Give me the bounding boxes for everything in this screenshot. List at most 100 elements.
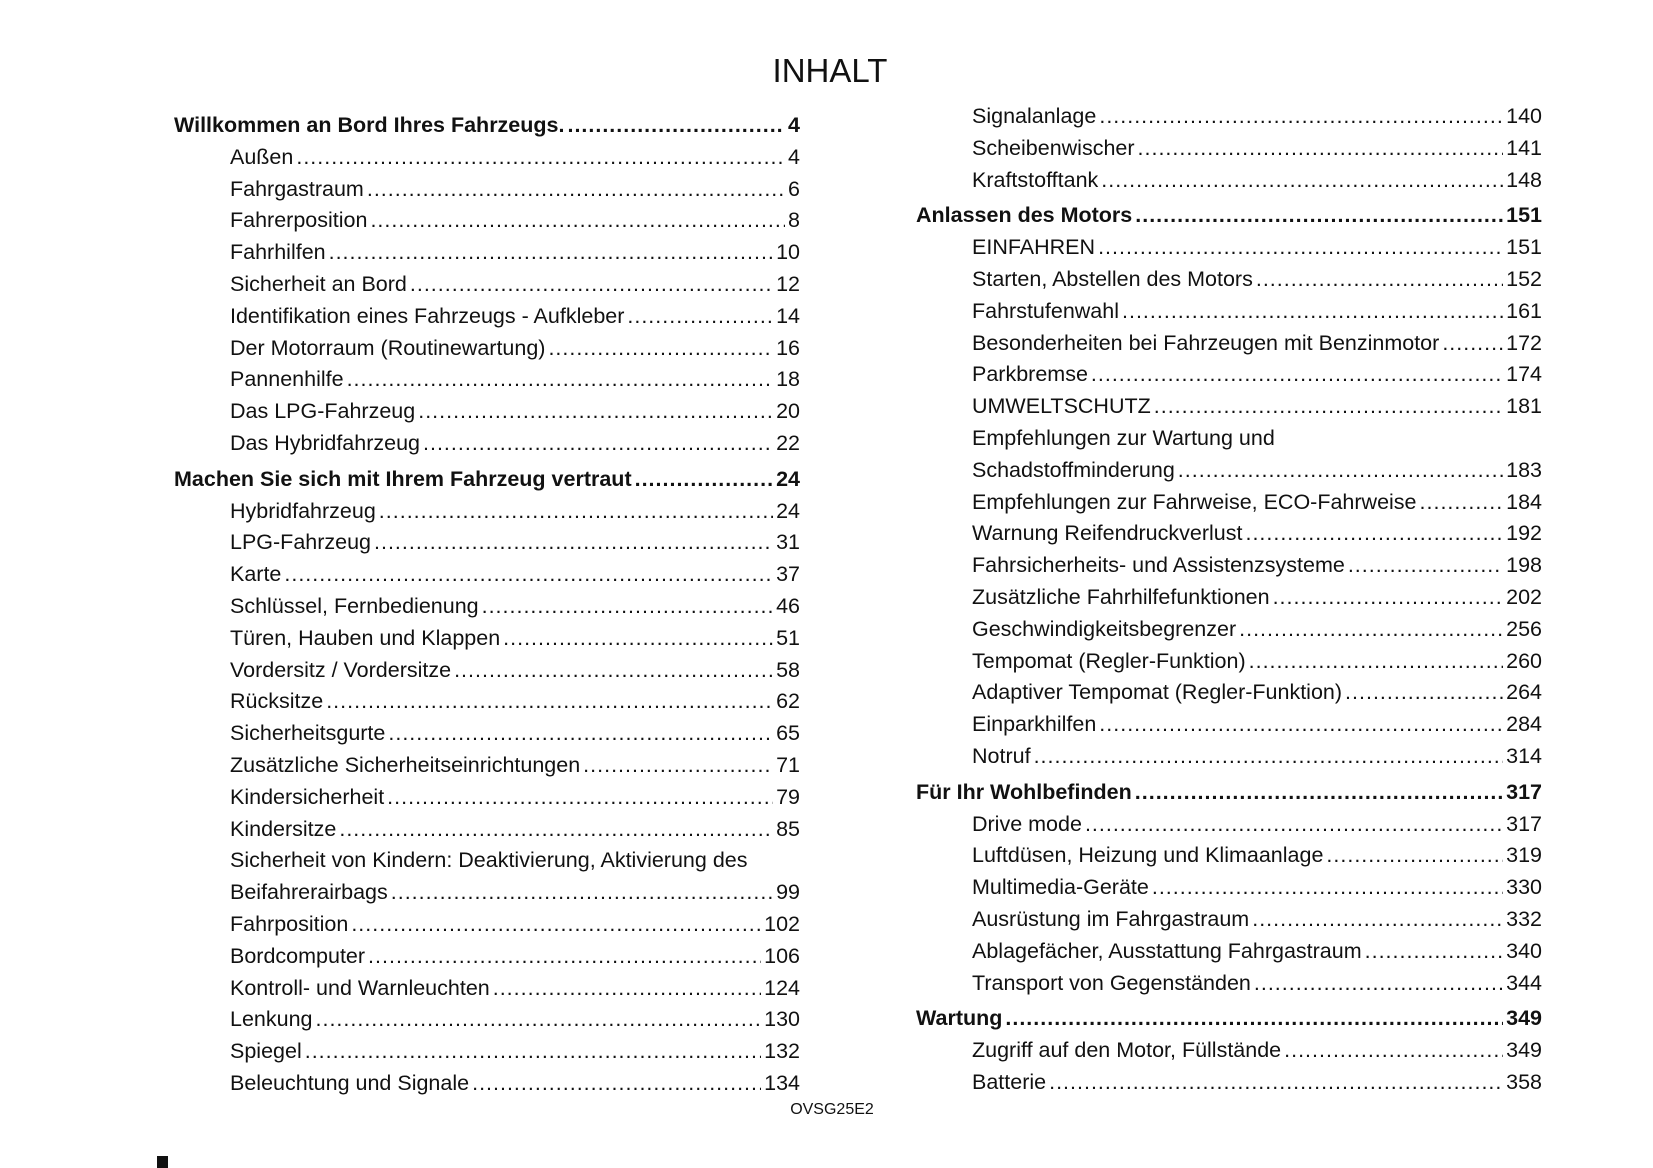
- page-number: 319: [1506, 843, 1542, 868]
- toc-section-entry[interactable]: Identifikation eines Fahrzeugs - Aufkleb…: [174, 301, 800, 333]
- toc-chapter-entry[interactable]: Wartung 349: [916, 1003, 1542, 1035]
- dot-leader: [326, 686, 773, 718]
- toc-section-entry[interactable]: Transport von Gegenständen 344: [916, 968, 1542, 1000]
- document-code: OVSG25E2: [790, 1101, 874, 1118]
- toc-section-entry[interactable]: Batterie 358: [916, 1067, 1542, 1099]
- dot-leader: [1365, 936, 1504, 968]
- toc-section-entry[interactable]: Multimedia-Geräte 330: [916, 872, 1542, 904]
- toc-section-entry[interactable]: Beifahrerairbags 99: [174, 877, 800, 909]
- toc-chapter-entry[interactable]: Für Ihr Wohlbefinden 317: [916, 777, 1542, 809]
- dot-leader: [1034, 741, 1504, 773]
- toc-section-entry[interactable]: Vordersitz / Vordersitze 58: [174, 655, 800, 687]
- entry-title: Schlüssel, Fernbedienung: [230, 593, 479, 618]
- entry-title: Außen: [230, 144, 294, 169]
- toc-section-entry[interactable]: Ausrüstung im Fahrgastraum 332: [916, 904, 1542, 936]
- toc-section-entry[interactable]: Drive mode 317: [916, 809, 1542, 841]
- dot-leader: [454, 655, 773, 687]
- dot-leader: [1178, 455, 1503, 487]
- toc-section-entry[interactable]: Scheibenwischer 141: [916, 133, 1542, 165]
- entry-title: Starten, Abstellen des Motors: [972, 266, 1253, 291]
- dot-leader: [1154, 391, 1503, 423]
- toc-section-entry[interactable]: Das LPG-Fahrzeug 20: [174, 396, 800, 428]
- toc-section-entry[interactable]: Fahrerposition 8: [174, 205, 800, 237]
- toc-section-entry[interactable]: Warnung Reifendruckverlust 192: [916, 518, 1542, 550]
- toc-section-entry[interactable]: Außen 4: [174, 142, 800, 174]
- toc-section-entry[interactable]: Geschwindigkeitsbegrenzer 256: [916, 614, 1542, 646]
- dot-leader: [1099, 709, 1503, 741]
- toc-section-entry[interactable]: Kindersicherheit 79: [174, 782, 800, 814]
- entry-title-continuation: Beifahrerairbags: [230, 880, 388, 905]
- toc-section-entry[interactable]: Notruf 314: [916, 741, 1542, 773]
- toc-section-entry[interactable]: Starten, Abstellen des Motors 152: [916, 264, 1542, 296]
- page-number: 4: [788, 144, 800, 169]
- page-number: 198: [1506, 553, 1542, 578]
- toc-section-entry[interactable]: EINFAHREN 151: [916, 232, 1542, 264]
- toc-section-entry[interactable]: Adaptiver Tempomat (Regler-Funktion) 264: [916, 677, 1542, 709]
- toc-section-entry[interactable]: Kraftstofftank 148: [916, 165, 1542, 197]
- toc-section-entry[interactable]: Tempomat (Regler-Funktion) 260: [916, 646, 1542, 678]
- toc-section-entry[interactable]: Pannenhilfe 18: [174, 364, 800, 396]
- toc-section-entry[interactable]: Karte 37: [174, 559, 800, 591]
- toc-section-entry[interactable]: Spiegel 132: [174, 1036, 800, 1068]
- dot-leader: [1135, 777, 1503, 809]
- toc-section-entry[interactable]: Sicherheitsgurte 65: [174, 718, 800, 750]
- dot-leader: [1245, 518, 1503, 550]
- page-number: 46: [776, 593, 800, 618]
- toc-section-entry[interactable]: UMWELTSCHUTZ 181: [916, 391, 1542, 423]
- toc-section-entry[interactable]: Bordcomputer 106: [174, 941, 800, 973]
- entry-title: Lenkung: [230, 1007, 313, 1032]
- toc-section-entry[interactable]: Fahrsicherheits- und Assistenzsysteme 198: [916, 550, 1542, 582]
- toc-section-entry[interactable]: Kontroll- und Warnleuchten 124: [174, 973, 800, 1005]
- toc-section-entry[interactable]: Schadstoffminderung 183: [916, 455, 1542, 487]
- toc-section-entry[interactable]: Empfehlungen zur Fahrweise, ECO-Fahrweis…: [916, 487, 1542, 519]
- toc-section-entry[interactable]: Hybridfahrzeug 24: [174, 496, 800, 528]
- entry-title: Besonderheiten bei Fahrzeugen mit Benzin…: [972, 330, 1440, 355]
- toc-section-entry-line[interactable]: Sicherheit von Kindern: Deaktivierung, A…: [174, 845, 800, 877]
- toc-section-entry[interactable]: Fahrhilfen 10: [174, 237, 800, 269]
- toc-section-entry[interactable]: Beleuchtung und Signale 134: [174, 1068, 800, 1100]
- toc-chapter-entry[interactable]: Anlassen des Motors 151: [916, 200, 1542, 232]
- toc-section-entry-line[interactable]: Empfehlungen zur Wartung und: [916, 423, 1542, 455]
- dot-leader: [503, 623, 773, 655]
- toc-section-entry[interactable]: Luftdüsen, Heizung und Klimaanlage 319: [916, 840, 1542, 872]
- toc-section-entry[interactable]: Zusätzliche Fahrhilfefunktionen 202: [916, 582, 1542, 614]
- toc-section-entry[interactable]: Der Motorraum (Routinewartung) 16: [174, 333, 800, 365]
- entry-title: Adaptiver Tempomat (Regler-Funktion): [972, 680, 1343, 705]
- toc-section-entry[interactable]: Schlüssel, Fernbedienung 46: [174, 591, 800, 623]
- dot-leader: [410, 269, 773, 301]
- toc-section-entry[interactable]: Signalanlage 140: [916, 101, 1542, 133]
- entry-title: Einparkhilfen: [972, 712, 1097, 737]
- entry-title: Wartung: [916, 1006, 1003, 1031]
- toc-section-entry[interactable]: Zusätzliche Sicherheitseinrichtungen 71: [174, 750, 800, 782]
- page-number: 340: [1506, 938, 1542, 963]
- toc-section-entry[interactable]: Türen, Hauben und Klappen 51: [174, 623, 800, 655]
- toc-section-entry[interactable]: Parkbremse 174: [916, 359, 1542, 391]
- toc-chapter-entry[interactable]: Machen Sie sich mit Ihrem Fahrzeug vertr…: [174, 464, 800, 496]
- toc-section-entry[interactable]: Kindersitze 85: [174, 814, 800, 846]
- entry-title: Sicherheit an Bord: [230, 271, 407, 296]
- entry-title: Scheibenwischer: [972, 135, 1135, 160]
- toc-section-entry[interactable]: LPG-Fahrzeug 31: [174, 527, 800, 559]
- dot-leader: [1099, 101, 1503, 133]
- dot-leader: [351, 909, 761, 941]
- entry-title: Identifikation eines Fahrzeugs - Aufkleb…: [230, 303, 625, 328]
- toc-section-entry[interactable]: Rücksitze 62: [174, 686, 800, 718]
- toc-section-entry[interactable]: Ablagefächer, Ausstattung Fahrgastraum 34…: [916, 936, 1542, 968]
- toc-section-entry[interactable]: Zugriff auf den Motor, Füllstände 349: [916, 1035, 1542, 1067]
- toc-section-entry[interactable]: Besonderheiten bei Fahrzeugen mit Benzin…: [916, 328, 1542, 360]
- toc-section-entry[interactable]: Das Hybridfahrzeug 22: [174, 428, 800, 460]
- page-number: 65: [776, 721, 800, 746]
- toc-section-entry[interactable]: Fahrposition 102: [174, 909, 800, 941]
- page-number: 22: [776, 430, 800, 455]
- toc-section-entry[interactable]: Lenkung 130: [174, 1004, 800, 1036]
- entry-title: Fahrgastraum: [230, 176, 364, 201]
- toc-chapter-entry[interactable]: Willkommen an Bord Ihres Fahrzeugs. 4: [174, 110, 800, 142]
- page-number: 192: [1506, 521, 1542, 546]
- page-number: 85: [776, 816, 800, 841]
- toc-section-entry[interactable]: Fahrstufenwahl 161: [916, 296, 1542, 328]
- toc-section-entry[interactable]: Einparkhilfen 284: [916, 709, 1542, 741]
- page-number: 344: [1506, 970, 1542, 995]
- toc-section-entry[interactable]: Fahrgastraum 6: [174, 174, 800, 206]
- toc-section-entry[interactable]: Sicherheit an Bord 12: [174, 269, 800, 301]
- page-number: 330: [1506, 875, 1542, 900]
